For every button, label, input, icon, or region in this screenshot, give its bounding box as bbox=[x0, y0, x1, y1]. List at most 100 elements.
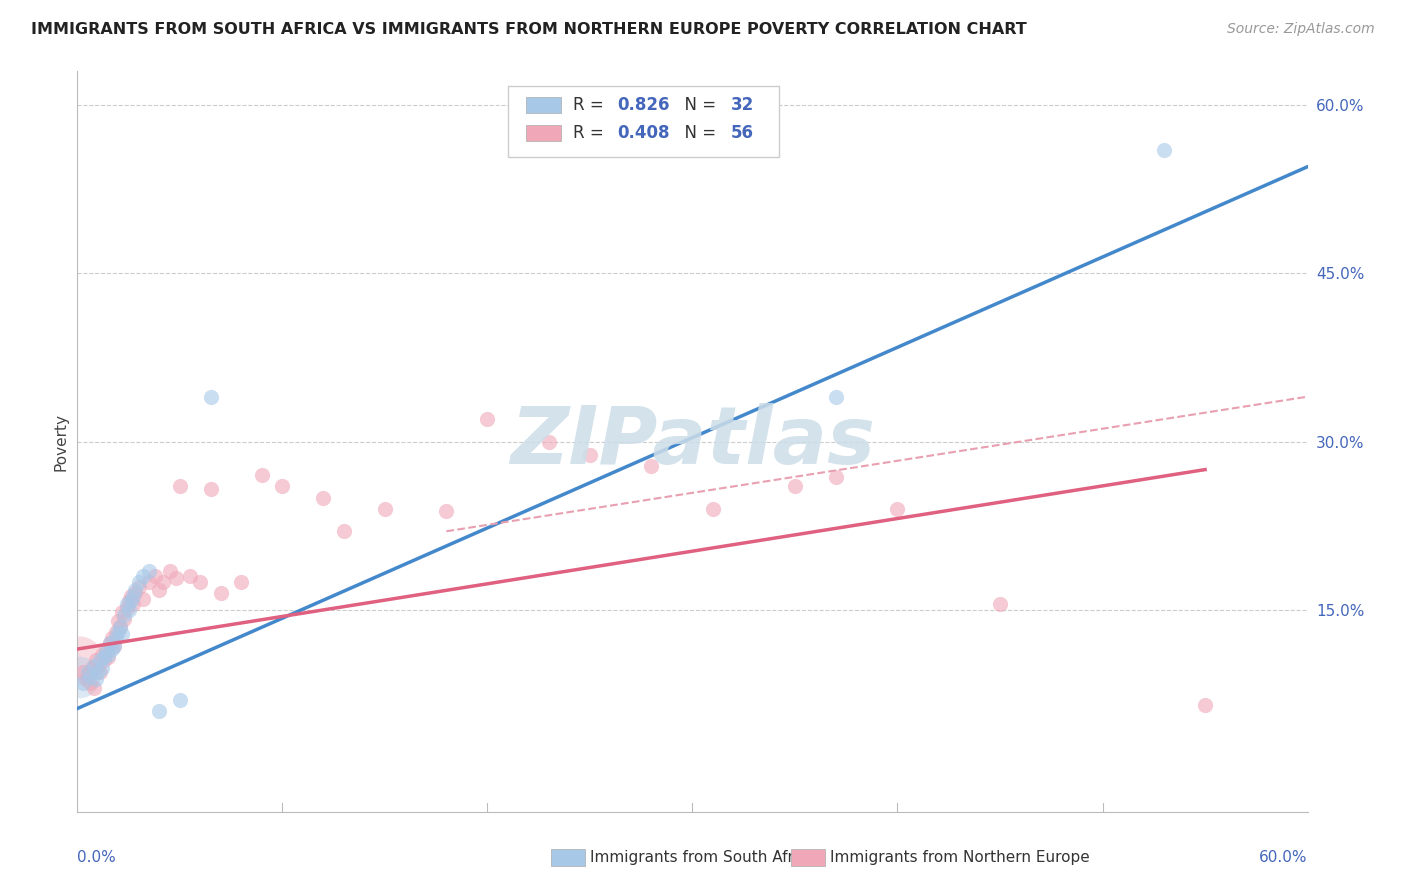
FancyBboxPatch shape bbox=[551, 849, 585, 866]
Point bbox=[138, 574, 160, 589]
Point bbox=[67, 670, 90, 684]
Point bbox=[67, 653, 90, 667]
Text: Source: ZipAtlas.com: Source: ZipAtlas.com bbox=[1227, 22, 1375, 37]
Text: IMMIGRANTS FROM SOUTH AFRICA VS IMMIGRANTS FROM NORTHERN EUROPE POVERTY CORRELAT: IMMIGRANTS FROM SOUTH AFRICA VS IMMIGRAN… bbox=[31, 22, 1026, 37]
FancyBboxPatch shape bbox=[526, 125, 561, 141]
Point bbox=[121, 597, 143, 611]
Point bbox=[231, 574, 253, 589]
Point bbox=[87, 665, 110, 679]
Text: R =: R = bbox=[574, 124, 609, 142]
Point bbox=[1153, 143, 1175, 157]
Point bbox=[90, 648, 114, 662]
Point bbox=[94, 642, 117, 657]
Point bbox=[537, 434, 560, 449]
Point bbox=[988, 597, 1011, 611]
Point bbox=[640, 459, 662, 474]
Point bbox=[94, 645, 117, 659]
Point bbox=[83, 681, 105, 696]
Text: 0.0%: 0.0% bbox=[77, 850, 117, 865]
Point bbox=[105, 631, 128, 645]
Point bbox=[75, 673, 97, 687]
Text: R =: R = bbox=[574, 95, 609, 113]
Point bbox=[128, 574, 150, 589]
Point bbox=[79, 675, 101, 690]
Point bbox=[702, 501, 724, 516]
Point bbox=[148, 704, 170, 718]
Point bbox=[84, 673, 107, 687]
Point bbox=[101, 642, 124, 657]
Text: N =: N = bbox=[673, 124, 721, 142]
Text: 0.826: 0.826 bbox=[617, 95, 669, 113]
Point bbox=[825, 470, 848, 484]
Text: Immigrants from South Africa: Immigrants from South Africa bbox=[591, 850, 817, 865]
Point bbox=[105, 625, 128, 640]
Point bbox=[312, 491, 335, 505]
Point bbox=[200, 482, 222, 496]
Point bbox=[271, 479, 294, 493]
Point bbox=[110, 619, 132, 633]
Point bbox=[436, 504, 458, 518]
Point bbox=[111, 605, 134, 619]
Point bbox=[169, 479, 191, 493]
Point bbox=[97, 649, 120, 664]
Point bbox=[110, 619, 132, 633]
Text: 60.0%: 60.0% bbox=[1260, 850, 1308, 865]
Text: Immigrants from Northern Europe: Immigrants from Northern Europe bbox=[831, 850, 1090, 865]
Point bbox=[117, 603, 139, 617]
Point bbox=[107, 614, 129, 628]
Point bbox=[72, 675, 94, 690]
Point bbox=[250, 468, 273, 483]
Point bbox=[179, 569, 201, 583]
Point bbox=[111, 627, 134, 641]
Point bbox=[84, 653, 107, 667]
Point bbox=[188, 574, 212, 589]
Point bbox=[98, 636, 121, 650]
Point bbox=[132, 591, 155, 606]
Point bbox=[159, 564, 181, 578]
Point bbox=[138, 564, 160, 578]
Point bbox=[115, 600, 138, 615]
Point bbox=[114, 612, 136, 626]
Point bbox=[107, 625, 129, 640]
Point bbox=[89, 653, 111, 667]
Point bbox=[76, 668, 98, 682]
Point bbox=[825, 390, 848, 404]
Point bbox=[121, 590, 143, 604]
Point bbox=[209, 586, 232, 600]
Point bbox=[143, 569, 166, 583]
Point bbox=[579, 448, 602, 462]
Point bbox=[87, 659, 110, 673]
FancyBboxPatch shape bbox=[508, 87, 779, 156]
Point bbox=[114, 608, 136, 623]
Text: ZIPatlas: ZIPatlas bbox=[510, 402, 875, 481]
Point bbox=[132, 569, 155, 583]
Text: 32: 32 bbox=[731, 95, 754, 113]
Point bbox=[103, 639, 125, 653]
Point bbox=[477, 412, 499, 426]
Point bbox=[98, 636, 121, 650]
Point bbox=[120, 590, 142, 604]
Point bbox=[333, 524, 356, 539]
Point bbox=[1194, 698, 1216, 713]
Point bbox=[152, 574, 174, 589]
Point bbox=[124, 582, 146, 597]
Point bbox=[120, 594, 142, 608]
FancyBboxPatch shape bbox=[526, 96, 561, 112]
Point bbox=[374, 501, 396, 516]
Point bbox=[117, 594, 139, 608]
Point bbox=[101, 631, 124, 645]
Text: N =: N = bbox=[673, 95, 721, 113]
Point bbox=[886, 501, 908, 516]
Point bbox=[83, 659, 105, 673]
Point bbox=[783, 479, 806, 493]
Point bbox=[93, 649, 115, 664]
Point bbox=[165, 571, 187, 585]
Point bbox=[115, 597, 138, 611]
Text: 0.408: 0.408 bbox=[617, 124, 669, 142]
Point bbox=[200, 390, 222, 404]
Point bbox=[128, 580, 150, 594]
Point bbox=[72, 665, 94, 679]
Point bbox=[93, 653, 115, 667]
Point bbox=[90, 661, 114, 675]
Y-axis label: Poverty: Poverty bbox=[53, 412, 69, 471]
